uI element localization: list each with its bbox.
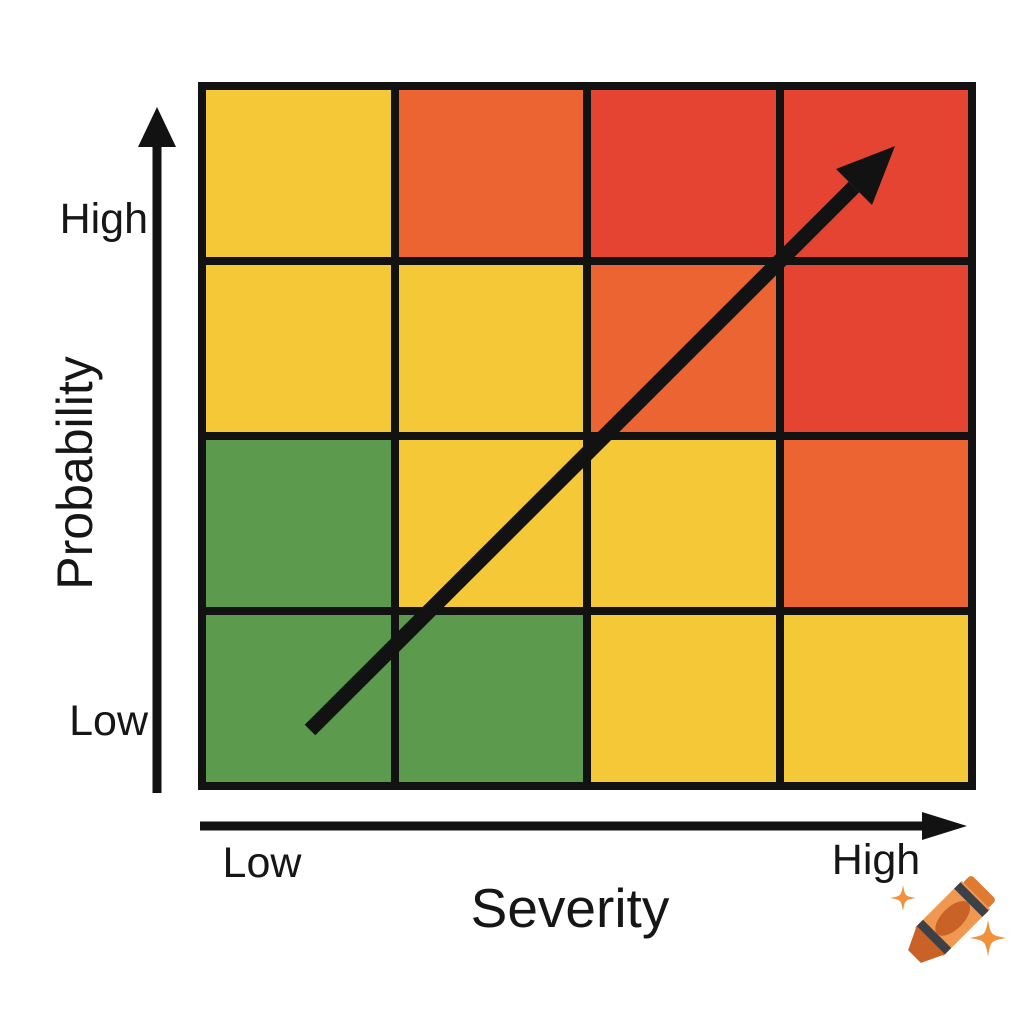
matrix-cell-r2c4-red [783, 265, 968, 432]
y-axis-title: Probability [47, 356, 103, 590]
y-axis-arrowhead [138, 107, 176, 147]
crayon-label [935, 900, 971, 936]
crayon-tip [908, 926, 945, 963]
crayon-body-group [908, 876, 995, 963]
crayon-cap [963, 876, 995, 908]
matrix-cell-r1c1-yellow [206, 90, 391, 257]
matrix-cell-r1c3-red [591, 90, 776, 257]
matrix-cell-r1c4-red [783, 90, 968, 257]
matrix-cell-r2c3-orange [591, 265, 776, 432]
crayon-barrel [915, 880, 991, 956]
x-axis-arrowhead [922, 812, 967, 840]
x-axis-title: Severity [470, 877, 670, 939]
matrix-cell-r2c2-yellow [398, 265, 583, 432]
crayon-stripe-bottom [916, 919, 952, 955]
matrix-cell-r2c1-yellow [206, 265, 391, 432]
matrix-cell-r4c1-green [206, 615, 391, 782]
x-axis-high-tick: High [831, 836, 921, 884]
risk-matrix-grid [198, 82, 976, 790]
sparkle-icon [890, 885, 916, 911]
matrix-cell-r4c2-green [398, 615, 583, 782]
crayon-stripe-top [954, 882, 989, 917]
y-axis-low-tick: Low [69, 697, 148, 745]
x-axis-low-tick: Low [222, 839, 302, 887]
matrix-cell-r4c3-yellow [591, 615, 776, 782]
matrix-cell-r3c4-orange [783, 440, 968, 607]
y-axis-high-tick: High [59, 195, 148, 243]
matrix-cell-r1c2-orange [398, 90, 583, 257]
matrix-cell-r4c4-yellow [783, 615, 968, 782]
sparkle-icon [969, 919, 1007, 957]
matrix-cell-r3c3-yellow [591, 440, 776, 607]
matrix-cell-r3c2-yellow [398, 440, 583, 607]
matrix-cell-r3c1-green [206, 440, 391, 607]
